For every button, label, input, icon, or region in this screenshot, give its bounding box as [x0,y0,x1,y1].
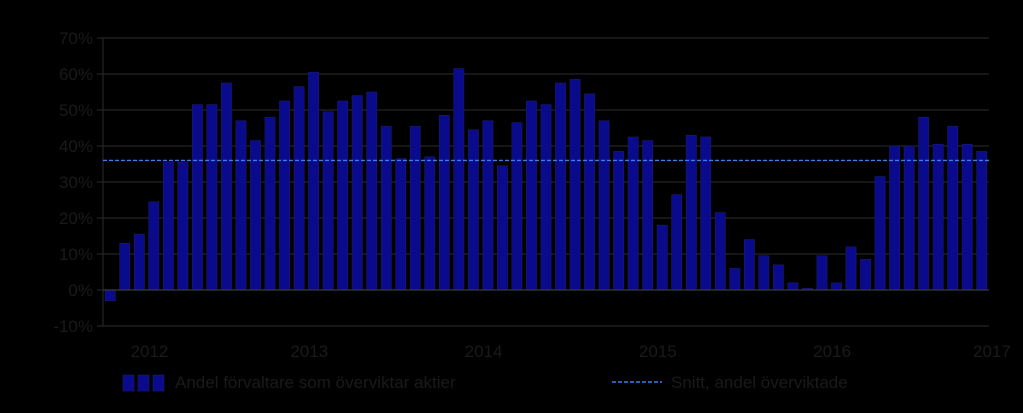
bar [453,68,465,291]
bar [758,255,770,291]
bar [831,282,842,291]
x-axis: 2012 2013 2014 2015 2016 2017 [131,342,1011,361]
y-tick-label: 10% [59,245,93,264]
bar [395,158,407,291]
bar [816,255,828,291]
legend: Andel förvaltare som överviktar aktier S… [122,373,848,392]
legend-line-label: Snitt, andel överviktade [671,373,848,392]
bar [409,125,421,291]
bar [569,79,581,291]
bar [860,259,871,291]
y-tick-label: 60% [59,65,93,84]
legend-bar-label: Andel förvaltare som överviktar aktier [175,373,456,392]
bar [671,194,683,291]
bar [337,100,349,291]
bar [192,104,203,291]
bar [526,100,537,291]
bar [221,82,232,291]
bar [598,120,610,291]
y-tick-label: 20% [59,209,93,228]
bar [351,95,363,291]
y-axis: -10% 0% 10% 20% 30% 40% 50% 60% 70% [53,29,104,336]
bar [903,145,915,291]
legend-bar-square [152,374,165,392]
bar [380,125,392,291]
bar [511,122,523,291]
bar [729,268,741,291]
bar [918,116,930,291]
bar-series [103,68,989,302]
bar [264,116,276,291]
bar [482,120,494,291]
bar [162,161,174,291]
bar [743,239,755,291]
y-tick-label: 40% [59,137,93,156]
bar [613,151,625,291]
y-tick-label: 0% [68,281,93,300]
y-tick-label: 30% [59,173,93,192]
bar [424,156,436,291]
bar [279,100,290,291]
bar [235,120,247,291]
bar [104,289,116,302]
x-tick-label: 2014 [465,342,503,361]
y-tick-label: -10% [53,317,93,336]
bar [889,145,900,291]
bar [976,151,988,291]
legend-bar-square [137,374,150,392]
x-tick-label: 2017 [973,342,1011,361]
bar [497,165,508,291]
x-tick-label: 2016 [813,342,851,361]
bar [293,86,305,291]
bar [250,140,261,291]
bar [555,82,566,291]
bar [932,143,944,291]
bar [773,264,784,291]
bar [961,143,973,291]
bar [685,134,697,291]
y-tick-label: 50% [59,101,93,120]
x-tick-label: 2013 [290,342,328,361]
bar [947,125,959,291]
bar [714,212,726,291]
bar [206,104,218,291]
bar [787,282,799,291]
bar [133,233,145,291]
bar [148,201,160,291]
x-tick-label: 2015 [639,342,677,361]
legend-bar-swatch [122,374,165,392]
bar [540,104,552,291]
bar [656,224,668,291]
bar [308,71,319,291]
bar [366,91,378,291]
bar [438,115,450,291]
bar [874,176,886,291]
bar [584,93,595,291]
legend-bar-square [122,374,135,392]
x-tick-label: 2012 [131,342,169,361]
y-tick-label: 70% [59,29,93,48]
bar [467,129,479,291]
bar [177,161,189,291]
bar [119,242,131,291]
bar [845,246,857,291]
bar [642,140,654,291]
bar [322,111,334,291]
